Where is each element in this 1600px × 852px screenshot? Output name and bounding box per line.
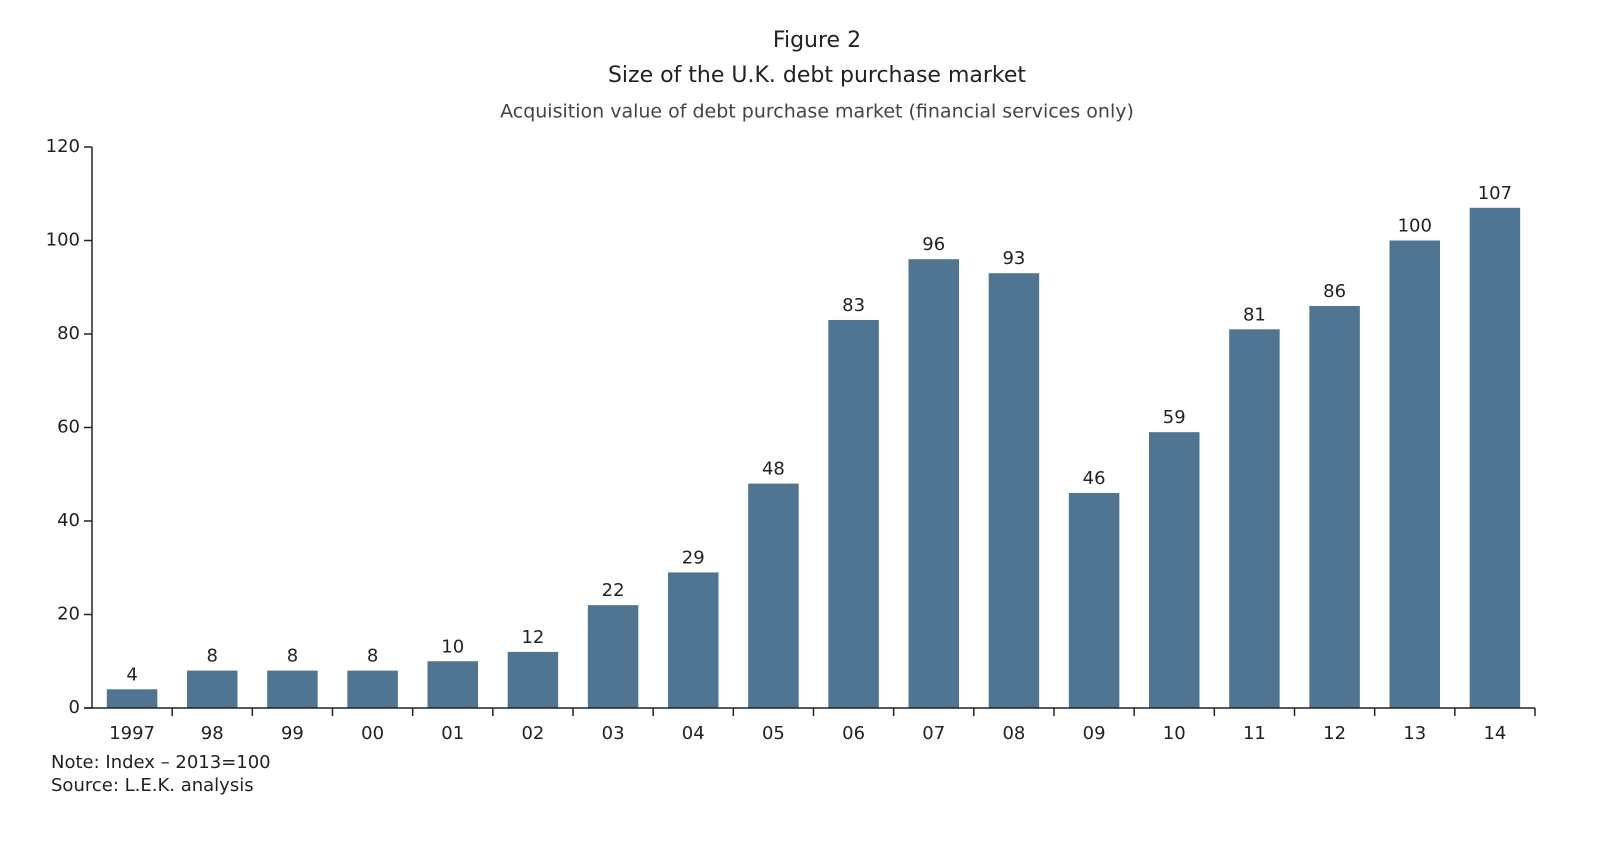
data-label: 4 bbox=[126, 664, 137, 685]
chart-title: Size of the U.K. debt purchase market bbox=[608, 63, 1026, 88]
note: Source: L.E.K. analysis bbox=[51, 775, 254, 796]
y-tick-label: 120 bbox=[46, 136, 80, 157]
data-label: 86 bbox=[1323, 281, 1346, 302]
x-tick-label: 98 bbox=[201, 723, 224, 744]
data-label: 93 bbox=[1002, 248, 1025, 269]
data-label: 83 bbox=[842, 295, 865, 316]
bar bbox=[1229, 329, 1280, 708]
y-tick-label: 60 bbox=[57, 417, 80, 438]
x-tick-label: 05 bbox=[762, 723, 785, 744]
bar bbox=[507, 651, 559, 708]
data-label: 59 bbox=[1163, 407, 1186, 428]
x-tick-label: 01 bbox=[441, 723, 464, 744]
bar bbox=[667, 572, 719, 708]
figure-label: Figure 2 bbox=[773, 28, 861, 53]
x-tick-label: 07 bbox=[922, 723, 945, 744]
x-tick-label: 03 bbox=[602, 723, 625, 744]
bar bbox=[1148, 432, 1200, 708]
data-label: 107 bbox=[1478, 183, 1512, 204]
data-label: 22 bbox=[602, 580, 625, 601]
y-tick-label: 40 bbox=[57, 510, 80, 531]
x-tick-label: 02 bbox=[521, 723, 544, 744]
data-label: 10 bbox=[441, 636, 464, 657]
y-tick-label: 20 bbox=[57, 604, 80, 625]
bar bbox=[1068, 492, 1120, 708]
bar bbox=[1469, 207, 1521, 708]
data-label: 46 bbox=[1083, 468, 1106, 489]
chart-subtitle: Acquisition value of debt purchase marke… bbox=[500, 101, 1134, 123]
bar bbox=[988, 273, 1040, 708]
bar bbox=[1309, 305, 1360, 708]
x-tick-label: 12 bbox=[1323, 723, 1346, 744]
data-label: 8 bbox=[207, 646, 218, 667]
bar bbox=[1389, 240, 1441, 708]
data-label: 12 bbox=[521, 627, 544, 648]
bar bbox=[908, 259, 960, 708]
bar bbox=[267, 670, 318, 708]
y-tick-label: 80 bbox=[57, 323, 80, 344]
data-label: 8 bbox=[287, 646, 298, 667]
x-tick-label: 08 bbox=[1002, 723, 1025, 744]
data-label: 48 bbox=[762, 459, 785, 480]
bar bbox=[828, 319, 879, 708]
x-tick-label: 14 bbox=[1483, 723, 1506, 744]
note: Note: Index – 2013=100 bbox=[51, 752, 271, 773]
bar bbox=[748, 483, 799, 708]
y-tick-label: 0 bbox=[69, 697, 80, 718]
bar bbox=[186, 670, 238, 708]
data-label: 8 bbox=[367, 646, 378, 667]
bar bbox=[427, 661, 479, 708]
x-tick-label: 06 bbox=[842, 723, 865, 744]
bar bbox=[347, 670, 398, 708]
data-label: 81 bbox=[1243, 304, 1266, 325]
y-tick-label: 100 bbox=[46, 230, 80, 251]
x-tick-label: 1997 bbox=[109, 723, 155, 744]
x-tick-label: 13 bbox=[1403, 723, 1426, 744]
x-tick-label: 99 bbox=[281, 723, 304, 744]
x-tick-label: 11 bbox=[1243, 723, 1266, 744]
data-label: 100 bbox=[1398, 216, 1432, 237]
x-tick-label: 00 bbox=[361, 723, 384, 744]
bar bbox=[106, 689, 158, 708]
data-label: 29 bbox=[682, 547, 705, 568]
x-tick-label: 09 bbox=[1083, 723, 1106, 744]
x-tick-label: 04 bbox=[682, 723, 705, 744]
data-label: 96 bbox=[922, 234, 945, 255]
bar bbox=[587, 605, 639, 708]
x-tick-label: 10 bbox=[1163, 723, 1186, 744]
